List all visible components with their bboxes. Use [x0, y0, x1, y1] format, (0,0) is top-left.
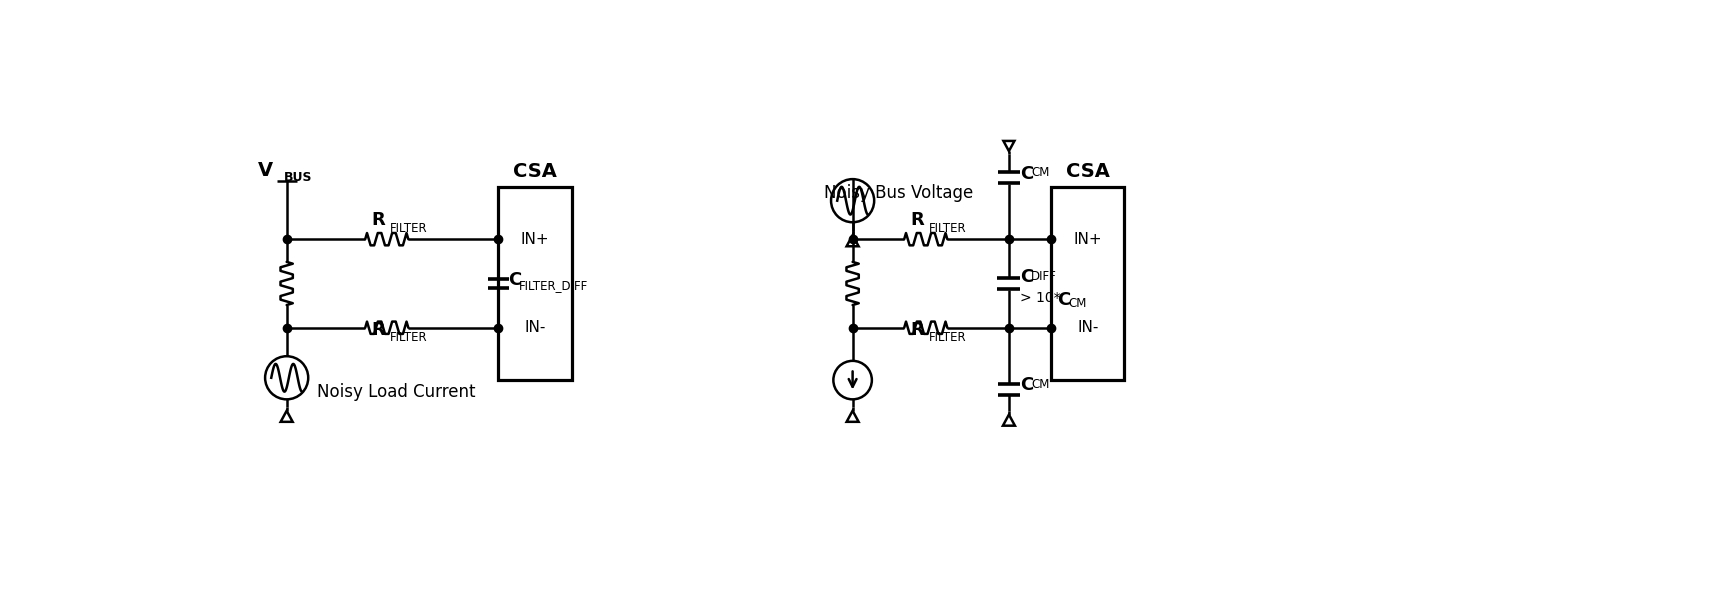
- Bar: [1051, 187, 1124, 380]
- Text: CSA: CSA: [1065, 162, 1110, 181]
- Text: FILTER: FILTER: [390, 331, 427, 344]
- Text: $\mathbf{V}$: $\mathbf{V}$: [257, 161, 274, 180]
- Text: Noisy Load Current: Noisy Load Current: [318, 383, 475, 400]
- Text: $\mathbf{R}$: $\mathbf{R}$: [371, 211, 387, 229]
- Text: IN-: IN-: [1077, 320, 1098, 335]
- Text: IN+: IN+: [520, 232, 550, 246]
- Text: IN+: IN+: [1074, 232, 1102, 246]
- Text: $\mathbf{C}$: $\mathbf{C}$: [1057, 291, 1070, 309]
- Text: $\mathbf{R}$: $\mathbf{R}$: [911, 211, 926, 229]
- Text: $\mathbf{C}$: $\mathbf{C}$: [1020, 376, 1034, 394]
- Text: FILTER: FILTER: [390, 222, 427, 234]
- Text: > 10*: > 10*: [1020, 291, 1060, 305]
- Bar: [498, 187, 571, 380]
- Text: $\mathbf{C}$: $\mathbf{C}$: [1020, 268, 1034, 286]
- Text: IN-: IN-: [524, 320, 547, 335]
- Text: CSA: CSA: [514, 162, 557, 181]
- Text: CM: CM: [1069, 297, 1086, 309]
- Text: FILTER_DIFF: FILTER_DIFF: [519, 279, 588, 292]
- Text: FILTER: FILTER: [928, 331, 966, 344]
- Text: DIFF: DIFF: [1031, 270, 1057, 283]
- Text: $\mathbf{R}$: $\mathbf{R}$: [911, 321, 926, 338]
- Text: FILTER: FILTER: [928, 222, 966, 234]
- Text: $\mathbf{C}$: $\mathbf{C}$: [508, 271, 522, 289]
- Text: CM: CM: [1031, 166, 1050, 179]
- Text: $\mathbf{R}$: $\mathbf{R}$: [371, 321, 387, 338]
- Text: Noisy Bus Voltage: Noisy Bus Voltage: [824, 184, 973, 202]
- Text: BUS: BUS: [285, 171, 312, 184]
- Text: $\mathbf{C}$: $\mathbf{C}$: [1020, 165, 1034, 183]
- Text: CM: CM: [1031, 378, 1050, 391]
